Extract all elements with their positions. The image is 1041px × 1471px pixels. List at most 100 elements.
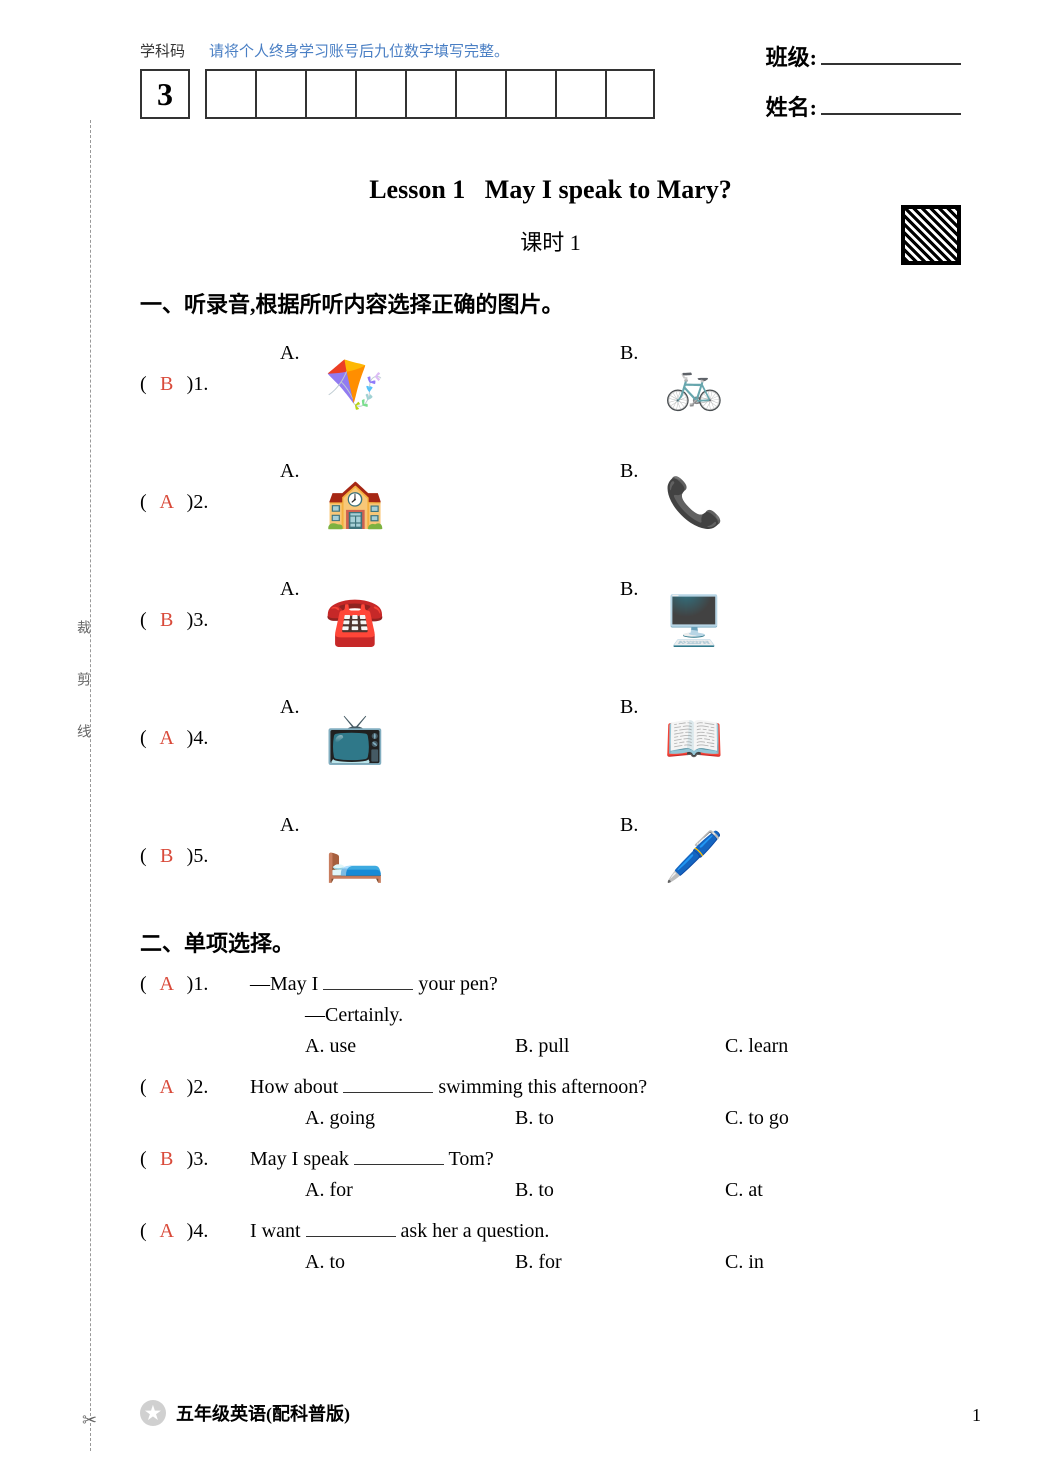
footer-text: 五年级英语(配科普版) — [176, 1400, 350, 1426]
lesson-number: Lesson 1 — [369, 175, 465, 204]
option-a-image: 🛏️ — [307, 814, 402, 899]
mc-question: (A)4. I want ask her a question. — [140, 1220, 961, 1243]
grid-cell[interactable] — [505, 69, 555, 119]
subject-digit: 3 — [140, 69, 190, 119]
name-field[interactable] — [821, 113, 961, 115]
stem-pre: How about — [250, 1076, 343, 1098]
mc-sub: —Certainly. — [140, 1004, 961, 1027]
blank — [306, 1236, 396, 1237]
cut-line — [90, 120, 91, 1451]
opt-a: A. use — [305, 1035, 515, 1058]
qnum: 4. — [193, 1220, 208, 1243]
class-field[interactable] — [821, 63, 961, 65]
option-b-image: 🖥️ — [646, 578, 741, 663]
blank — [354, 1164, 444, 1165]
blank — [323, 989, 413, 990]
opt-a-label: A. — [280, 814, 299, 837]
answer: B — [157, 373, 177, 396]
grid-cell[interactable] — [405, 69, 455, 119]
answer: A — [157, 973, 177, 996]
mc-question: (A)2. How about swimming this afternoon? — [140, 1076, 961, 1099]
answer: A — [157, 1076, 177, 1099]
star-icon: ★ — [140, 1400, 166, 1426]
section-2-title: 二、单项选择。 — [140, 926, 961, 958]
lesson-title: Lesson 1 May I speak to Mary? — [140, 175, 961, 205]
qnum: 4. — [193, 727, 208, 750]
footer: ★ 五年级英语(配科普版) — [140, 1400, 350, 1426]
listening-question: (B)3. A.☎️ B.🖥️ — [140, 570, 961, 670]
opt-b-label: B. — [620, 460, 638, 483]
option-b-image: 🚲 — [646, 342, 741, 427]
stem-post: swimming this afternoon? — [433, 1076, 647, 1098]
grid-cell[interactable] — [455, 69, 505, 119]
mc-options: A. for B. to C. at — [140, 1179, 961, 1202]
opt-b-label: B. — [620, 342, 638, 365]
opt-a-label: A. — [280, 342, 299, 365]
account-grid[interactable] — [205, 69, 655, 119]
answer: B — [157, 609, 177, 632]
opt-c: C. to go — [725, 1107, 935, 1130]
class-label: 班级: — [766, 40, 817, 72]
opt-a-label: A. — [280, 696, 299, 719]
stem-post: Tom? — [444, 1148, 494, 1170]
stem-pre: I want — [250, 1220, 306, 1242]
opt-a: A. to — [305, 1251, 515, 1274]
grid-cell[interactable] — [305, 69, 355, 119]
class-name-block: 班级: 姓名: — [766, 40, 961, 140]
opt-c: C. at — [725, 1179, 935, 1202]
opt-b: B. to — [515, 1179, 725, 1202]
mc-options: A. use B. pull C. learn — [140, 1035, 961, 1058]
stem-pre: —May I — [250, 973, 323, 995]
answer: B — [157, 1148, 177, 1171]
mc-question: (B)3. May I speak Tom? — [140, 1148, 961, 1171]
listening-question: (B)1. A.🪁 B.🚲 — [140, 334, 961, 434]
opt-a: A. going — [305, 1107, 515, 1130]
code-box-row: 3 — [140, 69, 655, 119]
grid-cell[interactable] — [355, 69, 405, 119]
grid-cell[interactable] — [205, 69, 255, 119]
listening-question: (B)5. A.🛏️ B.🖊️ — [140, 806, 961, 906]
option-b-image: 🖊️ — [646, 814, 741, 899]
opt-a: A. for — [305, 1179, 515, 1202]
page-number: 1 — [972, 1405, 981, 1426]
section-1-questions: (B)1. A.🪁 B.🚲 (A)2. A.🏫 B.📞 (B)3. A.☎️ B… — [140, 334, 961, 906]
option-a-image: 🏫 — [307, 460, 402, 545]
opt-b: B. to — [515, 1107, 725, 1130]
blank — [343, 1092, 433, 1093]
qnum: 2. — [193, 1076, 208, 1099]
stem-pre: May I speak — [250, 1148, 354, 1170]
scissors-icon: ✂ — [82, 1410, 97, 1431]
opt-a-label: A. — [280, 460, 299, 483]
answer: A — [157, 491, 177, 514]
grid-cell[interactable] — [255, 69, 305, 119]
opt-b-label: B. — [620, 578, 638, 601]
qnum: 5. — [193, 845, 208, 868]
account-hint: 请将个人终身学习账号后九位数字填写完整。 — [209, 44, 509, 60]
option-b-image: 📞 — [646, 460, 741, 545]
qnum: 1. — [193, 373, 208, 396]
lesson-title-en: May I speak to Mary? — [485, 175, 732, 204]
opt-a-label: A. — [280, 578, 299, 601]
qnum: 3. — [193, 609, 208, 632]
opt-b: B. for — [515, 1251, 725, 1274]
answer: B — [157, 845, 177, 868]
lesson-subtitle: 课时 1 — [140, 225, 961, 257]
subject-code-label: 学科码 — [140, 44, 185, 60]
opt-b-label: B. — [620, 814, 638, 837]
qr-code[interactable] — [901, 205, 961, 265]
option-b-image: 📖 — [646, 696, 741, 781]
opt-c: C. in — [725, 1251, 935, 1274]
section-1-title: 一、听录音,根据所听内容选择正确的图片。 — [140, 287, 961, 319]
stem-post: your pen? — [413, 973, 497, 995]
header: 学科码 请将个人终身学习账号后九位数字填写完整。 3 班级: 姓名: — [140, 40, 961, 140]
qnum: 1. — [193, 973, 208, 996]
option-a-image: 📺 — [307, 696, 402, 781]
qnum: 2. — [193, 491, 208, 514]
opt-b: B. pull — [515, 1035, 725, 1058]
margin-vertical-text: 裁 剪 线 — [72, 620, 92, 750]
mc-options: A. to B. for C. in — [140, 1251, 961, 1274]
name-label: 姓名: — [766, 90, 817, 122]
mc-question: (A)1. —May I your pen? — [140, 973, 961, 996]
grid-cell[interactable] — [605, 69, 655, 119]
grid-cell[interactable] — [555, 69, 605, 119]
